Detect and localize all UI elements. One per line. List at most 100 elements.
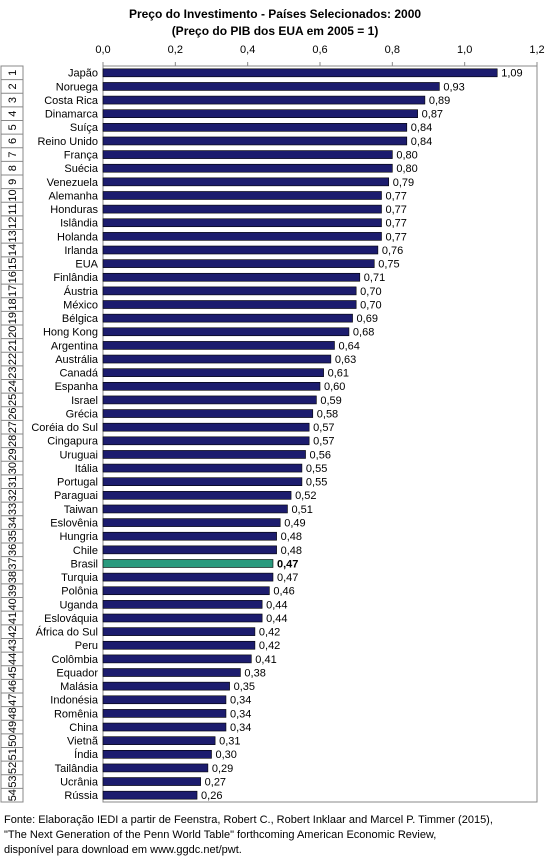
rank-label: 44 [7, 653, 19, 665]
y-tick-label: México [63, 299, 98, 311]
value-label: 0,84 [411, 136, 432, 148]
rank-label: 30 [7, 462, 19, 474]
x-tick-label: 0,6 [312, 44, 327, 56]
rank-label: 8 [7, 165, 19, 171]
rank-label: 36 [7, 544, 19, 556]
value-label: 0,38 [244, 667, 265, 679]
y-tick-label: Grécia [66, 408, 99, 420]
value-label: 0,77 [385, 204, 406, 216]
y-tick-label: EUA [75, 259, 98, 271]
rank-label: 53 [7, 775, 19, 787]
bar [102, 177, 390, 187]
value-label: 0,48 [281, 545, 302, 557]
y-tick-label: Turquia [61, 572, 99, 584]
bar [102, 109, 418, 119]
value-label: 0,84 [411, 122, 432, 134]
value-label: 0,79 [393, 177, 414, 189]
y-tick-label: Portugal [57, 477, 98, 489]
bar [102, 368, 324, 377]
rank-label: 40 [7, 598, 19, 610]
bar [102, 777, 201, 786]
rank-label: 39 [7, 585, 19, 597]
rank-label: 46 [7, 680, 19, 692]
bar [102, 695, 227, 705]
bar [102, 668, 241, 677]
rank-label: 47 [7, 694, 19, 706]
bar [102, 286, 357, 296]
value-label: 0,52 [295, 490, 316, 502]
rank-label: 28 [7, 435, 19, 447]
y-tick-label: Argentina [51, 340, 99, 352]
rank-label: 43 [7, 639, 19, 651]
value-label: 0,44 [266, 599, 287, 611]
bar [102, 790, 198, 800]
bar [102, 341, 335, 350]
y-tick-label: Itália [75, 463, 99, 475]
y-tick-label: Cingapura [47, 436, 99, 448]
bar [102, 68, 498, 78]
rank-label: 32 [7, 489, 19, 501]
bar [102, 95, 426, 105]
x-tick-label: 0,8 [385, 44, 400, 56]
y-tick-label: Noruega [56, 81, 99, 93]
rank-label: 5 [7, 124, 19, 130]
y-tick-label: Equador [56, 667, 98, 679]
bar [102, 259, 375, 268]
rank-label: 17 [7, 285, 19, 297]
y-tick-label: Índia [74, 748, 99, 761]
y-tick-label: África do Sul [36, 626, 98, 639]
y-tick-label: Costa Rica [44, 95, 99, 107]
y-tick-label: Paraguai [54, 490, 98, 502]
value-label: 0,29 [212, 763, 233, 775]
y-tick-label: Dinamarca [45, 109, 99, 121]
rank-label: 34 [7, 516, 19, 528]
y-tick-label: Indonésia [50, 695, 99, 707]
rank-label: 7 [7, 152, 19, 158]
y-tick-label: Espanha [55, 381, 99, 393]
rank-label: 10 [7, 189, 19, 201]
y-tick-label: Canadá [59, 368, 98, 380]
value-label: 0,55 [306, 463, 327, 475]
source-note: Fonte: Elaboração IEDI a partir de Feens… [4, 814, 493, 826]
value-label: 0,77 [385, 218, 406, 230]
y-tick-label: Polônia [61, 586, 99, 598]
value-label: 0,30 [216, 749, 237, 761]
bar [102, 354, 332, 364]
y-tick-label: Suíça [70, 122, 99, 134]
value-label: 0,77 [385, 190, 406, 202]
value-label: 0,58 [317, 408, 338, 420]
rank-label: 25 [7, 394, 19, 406]
value-label: 0,27 [205, 776, 226, 788]
value-label: 0,77 [385, 231, 406, 243]
y-tick-label: Bélgica [62, 313, 99, 325]
rank-label: 27 [7, 421, 19, 433]
y-tick-label: Honduras [50, 204, 98, 216]
value-label: 0,61 [328, 368, 349, 380]
bar [102, 531, 277, 541]
y-tick-label: Colômbia [52, 654, 99, 666]
bar [102, 736, 216, 745]
rank-label: 26 [7, 407, 19, 419]
y-tick-label: Romênia [54, 708, 99, 720]
value-label: 0,42 [259, 640, 280, 652]
rank-label: 37 [7, 557, 19, 569]
y-tick-label: Taiwan [64, 504, 98, 516]
bar [102, 477, 303, 487]
bar [102, 136, 408, 146]
value-label: 0,57 [313, 422, 334, 434]
x-tick-label: 1,0 [457, 44, 472, 56]
value-label: 0,34 [230, 695, 251, 707]
x-tick-label: 0,4 [240, 44, 255, 56]
value-label: 0,60 [324, 381, 345, 393]
rank-label: 3 [7, 97, 19, 103]
bar [102, 586, 270, 596]
value-label: 0,44 [266, 613, 287, 625]
value-label: 0,68 [353, 327, 374, 339]
value-label: 0,76 [382, 245, 403, 257]
y-tick-label: Áustria [64, 285, 99, 298]
y-tick-label: Hungria [59, 531, 98, 543]
y-tick-label: Suécia [64, 163, 99, 175]
bar [102, 191, 382, 200]
value-label: 0,51 [291, 504, 312, 516]
